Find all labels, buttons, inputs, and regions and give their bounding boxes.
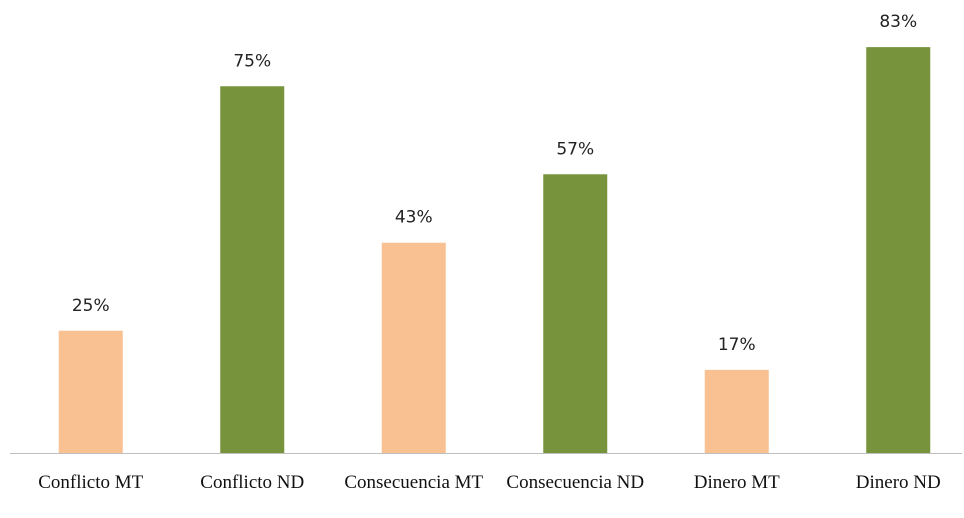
bar xyxy=(58,330,123,453)
x-tick-label: Dinero MT xyxy=(693,472,780,493)
x-tick-label: Dinero ND xyxy=(855,472,941,493)
x-tick-label: Conflicto MT xyxy=(38,472,144,493)
data-label: 25% xyxy=(72,296,110,316)
data-label: 75% xyxy=(233,51,271,71)
bar xyxy=(543,174,608,453)
bar xyxy=(381,242,446,453)
x-tick-label: Conflicto ND xyxy=(200,472,305,493)
bar xyxy=(704,369,769,453)
data-label: 43% xyxy=(395,208,433,228)
bar xyxy=(866,47,931,453)
x-tick-label: Consecuencia ND xyxy=(506,472,645,493)
x-tick-label: Consecuencia MT xyxy=(344,472,484,493)
data-label: 57% xyxy=(556,139,594,159)
data-label: 17% xyxy=(718,335,756,355)
data-label: 83% xyxy=(879,12,917,32)
bar xyxy=(220,86,285,453)
